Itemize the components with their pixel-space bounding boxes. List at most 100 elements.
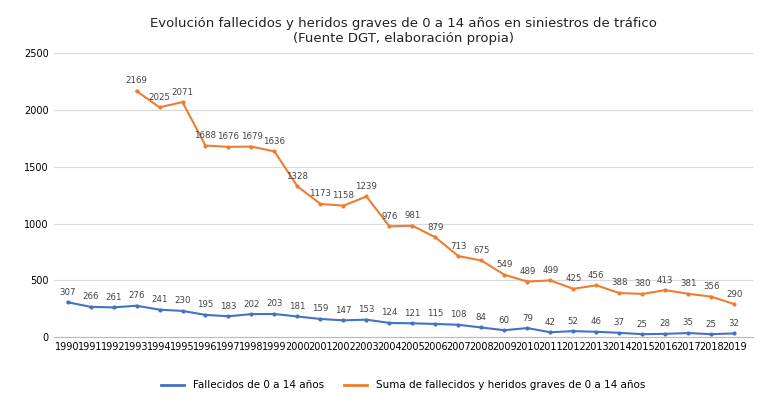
Fallecidos de 0 a 14 años xyxy=(201,312,210,317)
Text: 266: 266 xyxy=(82,292,99,301)
Fallecidos de 0 a 14 años xyxy=(637,332,647,337)
Text: 276: 276 xyxy=(128,291,145,300)
Text: 84: 84 xyxy=(476,313,487,322)
Text: 1239: 1239 xyxy=(356,182,377,191)
Text: 181: 181 xyxy=(290,302,306,311)
Text: 425: 425 xyxy=(565,274,581,283)
Title: Evolución fallecidos y heridos graves de 0 a 14 años en siniestros de tráfico
(F: Evolución fallecidos y heridos graves de… xyxy=(150,17,657,45)
Line: Fallecidos de 0 a 14 años: Fallecidos de 0 a 14 años xyxy=(66,301,736,335)
Fallecidos de 0 a 14 años xyxy=(684,330,693,335)
Fallecidos de 0 a 14 años xyxy=(223,314,233,319)
Suma de fallecidos y heridos graves de 0 a 14 años xyxy=(591,283,601,288)
Text: 2169: 2169 xyxy=(126,76,147,85)
Suma de fallecidos y heridos graves de 0 a 14 años xyxy=(339,203,348,208)
Fallecidos de 0 a 14 años xyxy=(730,331,739,336)
Suma de fallecidos y heridos graves de 0 a 14 años xyxy=(684,291,693,296)
Fallecidos de 0 a 14 años xyxy=(569,329,578,334)
Fallecidos de 0 a 14 años xyxy=(178,309,187,314)
Fallecidos de 0 a 14 años xyxy=(155,307,164,312)
Suma de fallecidos y heridos graves de 0 a 14 años xyxy=(293,184,302,189)
Text: 981: 981 xyxy=(404,211,421,220)
Suma de fallecidos y heridos graves de 0 a 14 años xyxy=(637,291,647,296)
Text: 203: 203 xyxy=(266,300,283,308)
Suma de fallecidos y heridos graves de 0 a 14 años xyxy=(569,286,578,291)
Text: 28: 28 xyxy=(660,319,670,328)
Suma de fallecidos y heridos graves de 0 a 14 años xyxy=(408,223,417,228)
Text: 230: 230 xyxy=(174,296,190,305)
Text: 499: 499 xyxy=(542,266,558,275)
Text: 290: 290 xyxy=(726,290,743,298)
Text: 456: 456 xyxy=(588,271,604,280)
Fallecidos de 0 a 14 años xyxy=(707,332,716,337)
Text: 1158: 1158 xyxy=(333,191,354,200)
Suma de fallecidos y heridos graves de 0 a 14 años xyxy=(385,224,394,229)
Text: 32: 32 xyxy=(729,319,740,328)
Suma de fallecidos y heridos graves de 0 a 14 años xyxy=(316,201,325,206)
Fallecidos de 0 a 14 años xyxy=(86,305,95,309)
Suma de fallecidos y heridos graves de 0 a 14 años xyxy=(270,149,279,154)
Text: 25: 25 xyxy=(637,320,647,329)
Text: 976: 976 xyxy=(381,212,398,221)
Fallecidos de 0 a 14 años xyxy=(477,325,486,330)
Text: 183: 183 xyxy=(220,302,237,311)
Fallecidos de 0 a 14 años xyxy=(591,329,601,334)
Fallecidos de 0 a 14 años xyxy=(385,321,394,326)
Text: 202: 202 xyxy=(243,300,260,309)
Text: 489: 489 xyxy=(519,267,535,276)
Text: 60: 60 xyxy=(499,316,510,325)
Suma de fallecidos y heridos graves de 0 a 14 años xyxy=(707,294,716,299)
Suma de fallecidos y heridos graves de 0 a 14 años xyxy=(247,144,256,149)
Text: 549: 549 xyxy=(496,260,512,269)
Text: 52: 52 xyxy=(568,316,579,326)
Suma de fallecidos y heridos graves de 0 a 14 años xyxy=(431,235,440,240)
Fallecidos de 0 a 14 años xyxy=(339,318,348,323)
Fallecidos de 0 a 14 años xyxy=(293,314,302,319)
Suma de fallecidos y heridos graves de 0 a 14 años xyxy=(454,254,463,259)
Fallecidos de 0 a 14 años xyxy=(270,312,279,316)
Legend: Fallecidos de 0 a 14 años, Suma de fallecidos y heridos graves de 0 a 14 años: Fallecidos de 0 a 14 años, Suma de falle… xyxy=(157,376,649,395)
Fallecidos de 0 a 14 años xyxy=(63,300,72,305)
Suma de fallecidos y heridos graves de 0 a 14 años xyxy=(523,279,532,284)
Text: 380: 380 xyxy=(634,279,650,289)
Fallecidos de 0 a 14 años xyxy=(132,303,141,308)
Fallecidos de 0 a 14 años xyxy=(660,331,670,336)
Suma de fallecidos y heridos graves de 0 a 14 años xyxy=(546,278,555,283)
Text: 2025: 2025 xyxy=(148,93,170,102)
Fallecidos de 0 a 14 años xyxy=(546,330,555,335)
Text: 1173: 1173 xyxy=(310,189,332,199)
Text: 2071: 2071 xyxy=(171,88,194,97)
Fallecidos de 0 a 14 años xyxy=(109,305,118,310)
Fallecidos de 0 a 14 años xyxy=(316,316,325,321)
Text: 713: 713 xyxy=(450,242,467,251)
Text: 159: 159 xyxy=(313,305,329,314)
Text: 1676: 1676 xyxy=(217,132,240,141)
Text: 35: 35 xyxy=(683,319,694,328)
Text: 25: 25 xyxy=(706,320,717,329)
Fallecidos de 0 a 14 años xyxy=(523,326,532,330)
Text: 79: 79 xyxy=(522,314,533,323)
Line: Suma de fallecidos y heridos graves de 0 a 14 años: Suma de fallecidos y heridos graves de 0… xyxy=(135,90,736,305)
Text: 42: 42 xyxy=(545,318,556,327)
Suma de fallecidos y heridos graves de 0 a 14 años xyxy=(201,143,210,148)
Suma de fallecidos y heridos graves de 0 a 14 años xyxy=(132,88,141,93)
Suma de fallecidos y heridos graves de 0 a 14 años xyxy=(155,105,164,110)
Suma de fallecidos y heridos graves de 0 a 14 años xyxy=(660,288,670,293)
Text: 1688: 1688 xyxy=(194,131,217,140)
Text: 37: 37 xyxy=(614,318,625,327)
Text: 153: 153 xyxy=(358,305,375,314)
Text: 1679: 1679 xyxy=(240,132,263,141)
Text: 675: 675 xyxy=(473,246,490,255)
Suma de fallecidos y heridos graves de 0 a 14 años xyxy=(362,194,371,199)
Text: 1328: 1328 xyxy=(286,172,309,181)
Fallecidos de 0 a 14 años xyxy=(408,321,417,326)
Text: 108: 108 xyxy=(450,310,467,319)
Text: 115: 115 xyxy=(427,309,444,319)
Suma de fallecidos y heridos graves de 0 a 14 años xyxy=(500,272,509,277)
Fallecidos de 0 a 14 años xyxy=(500,328,509,332)
Text: 261: 261 xyxy=(105,293,122,302)
Text: 307: 307 xyxy=(59,288,76,297)
Text: 356: 356 xyxy=(703,282,720,291)
Suma de fallecidos y heridos graves de 0 a 14 años xyxy=(223,144,233,149)
Fallecidos de 0 a 14 años xyxy=(431,321,440,326)
Text: 413: 413 xyxy=(657,276,674,284)
